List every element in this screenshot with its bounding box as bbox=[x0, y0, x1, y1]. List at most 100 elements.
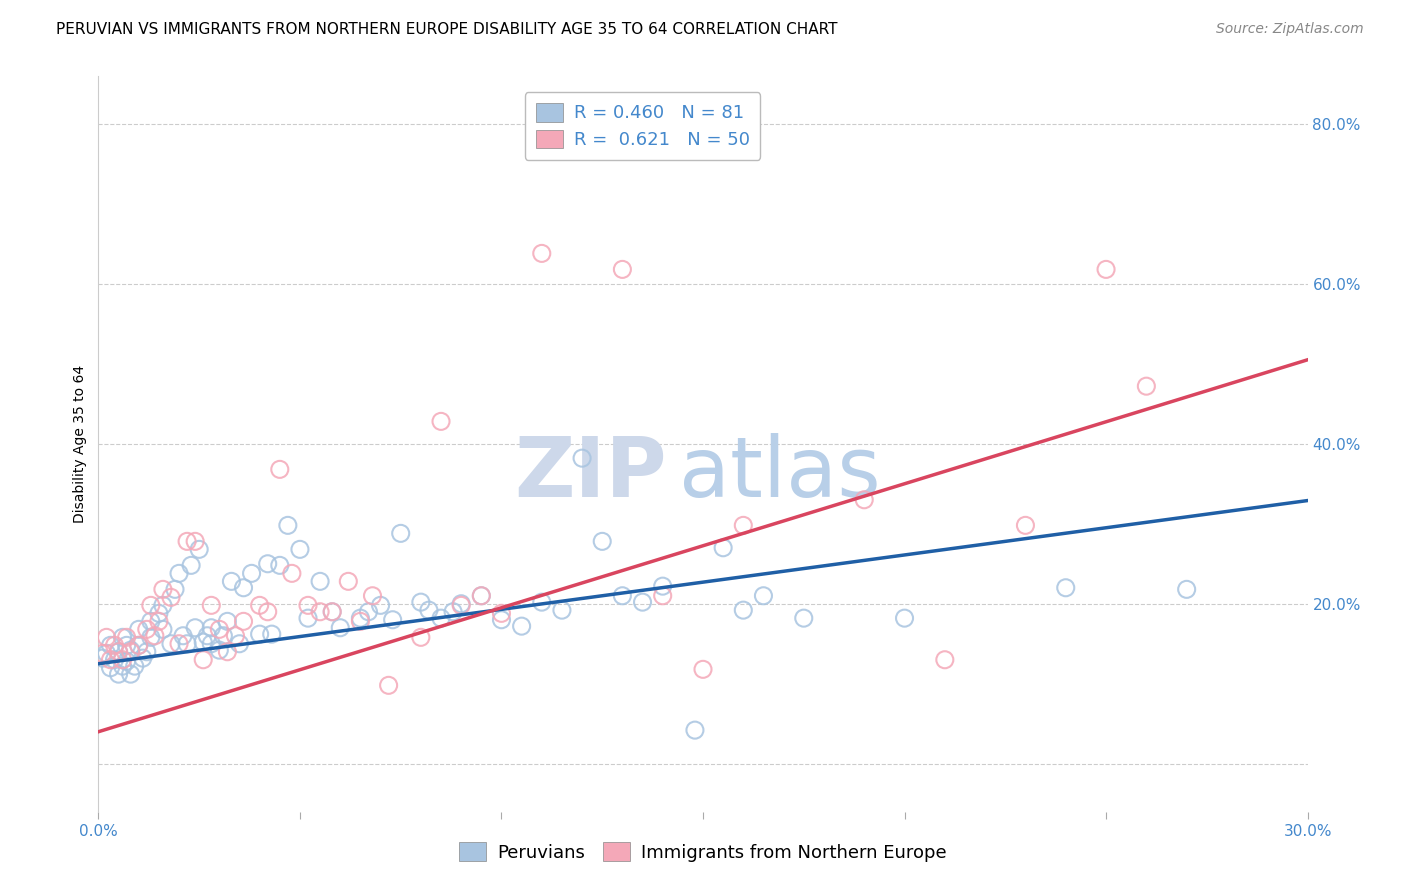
Point bbox=[651, 579, 673, 593]
Point bbox=[256, 605, 278, 619]
Point bbox=[224, 629, 246, 643]
Point bbox=[853, 492, 876, 507]
Point bbox=[329, 621, 352, 635]
Point bbox=[260, 627, 283, 641]
Point bbox=[172, 629, 194, 643]
Point bbox=[148, 615, 170, 629]
Point bbox=[152, 623, 174, 637]
Point bbox=[450, 597, 472, 611]
Point bbox=[1095, 262, 1118, 277]
Point bbox=[389, 526, 412, 541]
Point bbox=[217, 615, 239, 629]
Point bbox=[184, 621, 207, 635]
Point bbox=[249, 627, 271, 641]
Point bbox=[120, 643, 142, 657]
Y-axis label: Disability Age 35 to 64: Disability Age 35 to 64 bbox=[73, 365, 87, 523]
Point bbox=[321, 605, 343, 619]
Point bbox=[612, 589, 634, 603]
Point bbox=[107, 667, 129, 681]
Point bbox=[115, 654, 138, 668]
Point bbox=[176, 534, 198, 549]
Point bbox=[430, 611, 453, 625]
Point bbox=[107, 645, 129, 659]
Point bbox=[200, 621, 222, 635]
Point bbox=[337, 574, 360, 589]
Point bbox=[269, 558, 291, 573]
Point bbox=[208, 623, 231, 637]
Point bbox=[152, 599, 174, 613]
Point bbox=[1135, 379, 1157, 393]
Point bbox=[530, 246, 553, 260]
Point bbox=[217, 645, 239, 659]
Point bbox=[200, 599, 222, 613]
Point bbox=[100, 638, 122, 652]
Point bbox=[111, 653, 134, 667]
Point bbox=[683, 723, 706, 738]
Point bbox=[1014, 518, 1036, 533]
Point bbox=[160, 591, 183, 605]
Point bbox=[143, 629, 166, 643]
Point bbox=[96, 631, 118, 645]
Point bbox=[612, 262, 634, 277]
Point bbox=[120, 645, 142, 659]
Point bbox=[232, 615, 254, 629]
Point bbox=[228, 637, 250, 651]
Point bbox=[163, 582, 186, 597]
Point bbox=[430, 414, 453, 428]
Point bbox=[377, 678, 399, 692]
Point bbox=[1175, 582, 1198, 597]
Point bbox=[409, 631, 432, 645]
Point bbox=[152, 582, 174, 597]
Point bbox=[277, 518, 299, 533]
Point bbox=[381, 613, 404, 627]
Point bbox=[510, 619, 533, 633]
Point bbox=[418, 603, 440, 617]
Point bbox=[530, 595, 553, 609]
Point bbox=[96, 646, 118, 660]
Point bbox=[1054, 581, 1077, 595]
Point bbox=[132, 651, 155, 665]
Point bbox=[711, 541, 734, 555]
Point bbox=[135, 645, 157, 659]
Point bbox=[91, 651, 114, 665]
Point bbox=[111, 659, 134, 673]
Text: PERUVIAN VS IMMIGRANTS FROM NORTHERN EUROPE DISABILITY AGE 35 TO 64 CORRELATION : PERUVIAN VS IMMIGRANTS FROM NORTHERN EUR… bbox=[56, 22, 838, 37]
Point bbox=[188, 542, 211, 557]
Point bbox=[733, 518, 755, 533]
Point bbox=[491, 607, 513, 621]
Point bbox=[309, 574, 332, 589]
Point bbox=[349, 611, 371, 625]
Point bbox=[591, 534, 613, 549]
Point bbox=[288, 542, 311, 557]
Point bbox=[128, 638, 150, 652]
Point bbox=[120, 667, 142, 681]
Point bbox=[470, 589, 492, 603]
Point bbox=[232, 581, 254, 595]
Point bbox=[195, 629, 218, 643]
Point bbox=[100, 661, 122, 675]
Point bbox=[107, 645, 129, 659]
Text: atlas: atlas bbox=[679, 433, 880, 514]
Text: Source: ZipAtlas.com: Source: ZipAtlas.com bbox=[1216, 22, 1364, 37]
Point bbox=[139, 631, 162, 645]
Point bbox=[193, 635, 215, 649]
Point bbox=[103, 653, 125, 667]
Point bbox=[752, 589, 775, 603]
Point bbox=[115, 631, 138, 645]
Point bbox=[212, 629, 235, 643]
Point bbox=[571, 451, 593, 466]
Legend: Peruvians, Immigrants from Northern Europe: Peruvians, Immigrants from Northern Euro… bbox=[453, 835, 953, 869]
Point bbox=[357, 605, 380, 619]
Point bbox=[180, 558, 202, 573]
Point bbox=[115, 638, 138, 652]
Point bbox=[361, 589, 384, 603]
Point bbox=[893, 611, 915, 625]
Point bbox=[200, 637, 222, 651]
Point bbox=[491, 613, 513, 627]
Point bbox=[349, 615, 371, 629]
Point bbox=[128, 623, 150, 637]
Point bbox=[91, 646, 114, 660]
Point bbox=[139, 615, 162, 629]
Point bbox=[651, 589, 673, 603]
Point bbox=[409, 595, 432, 609]
